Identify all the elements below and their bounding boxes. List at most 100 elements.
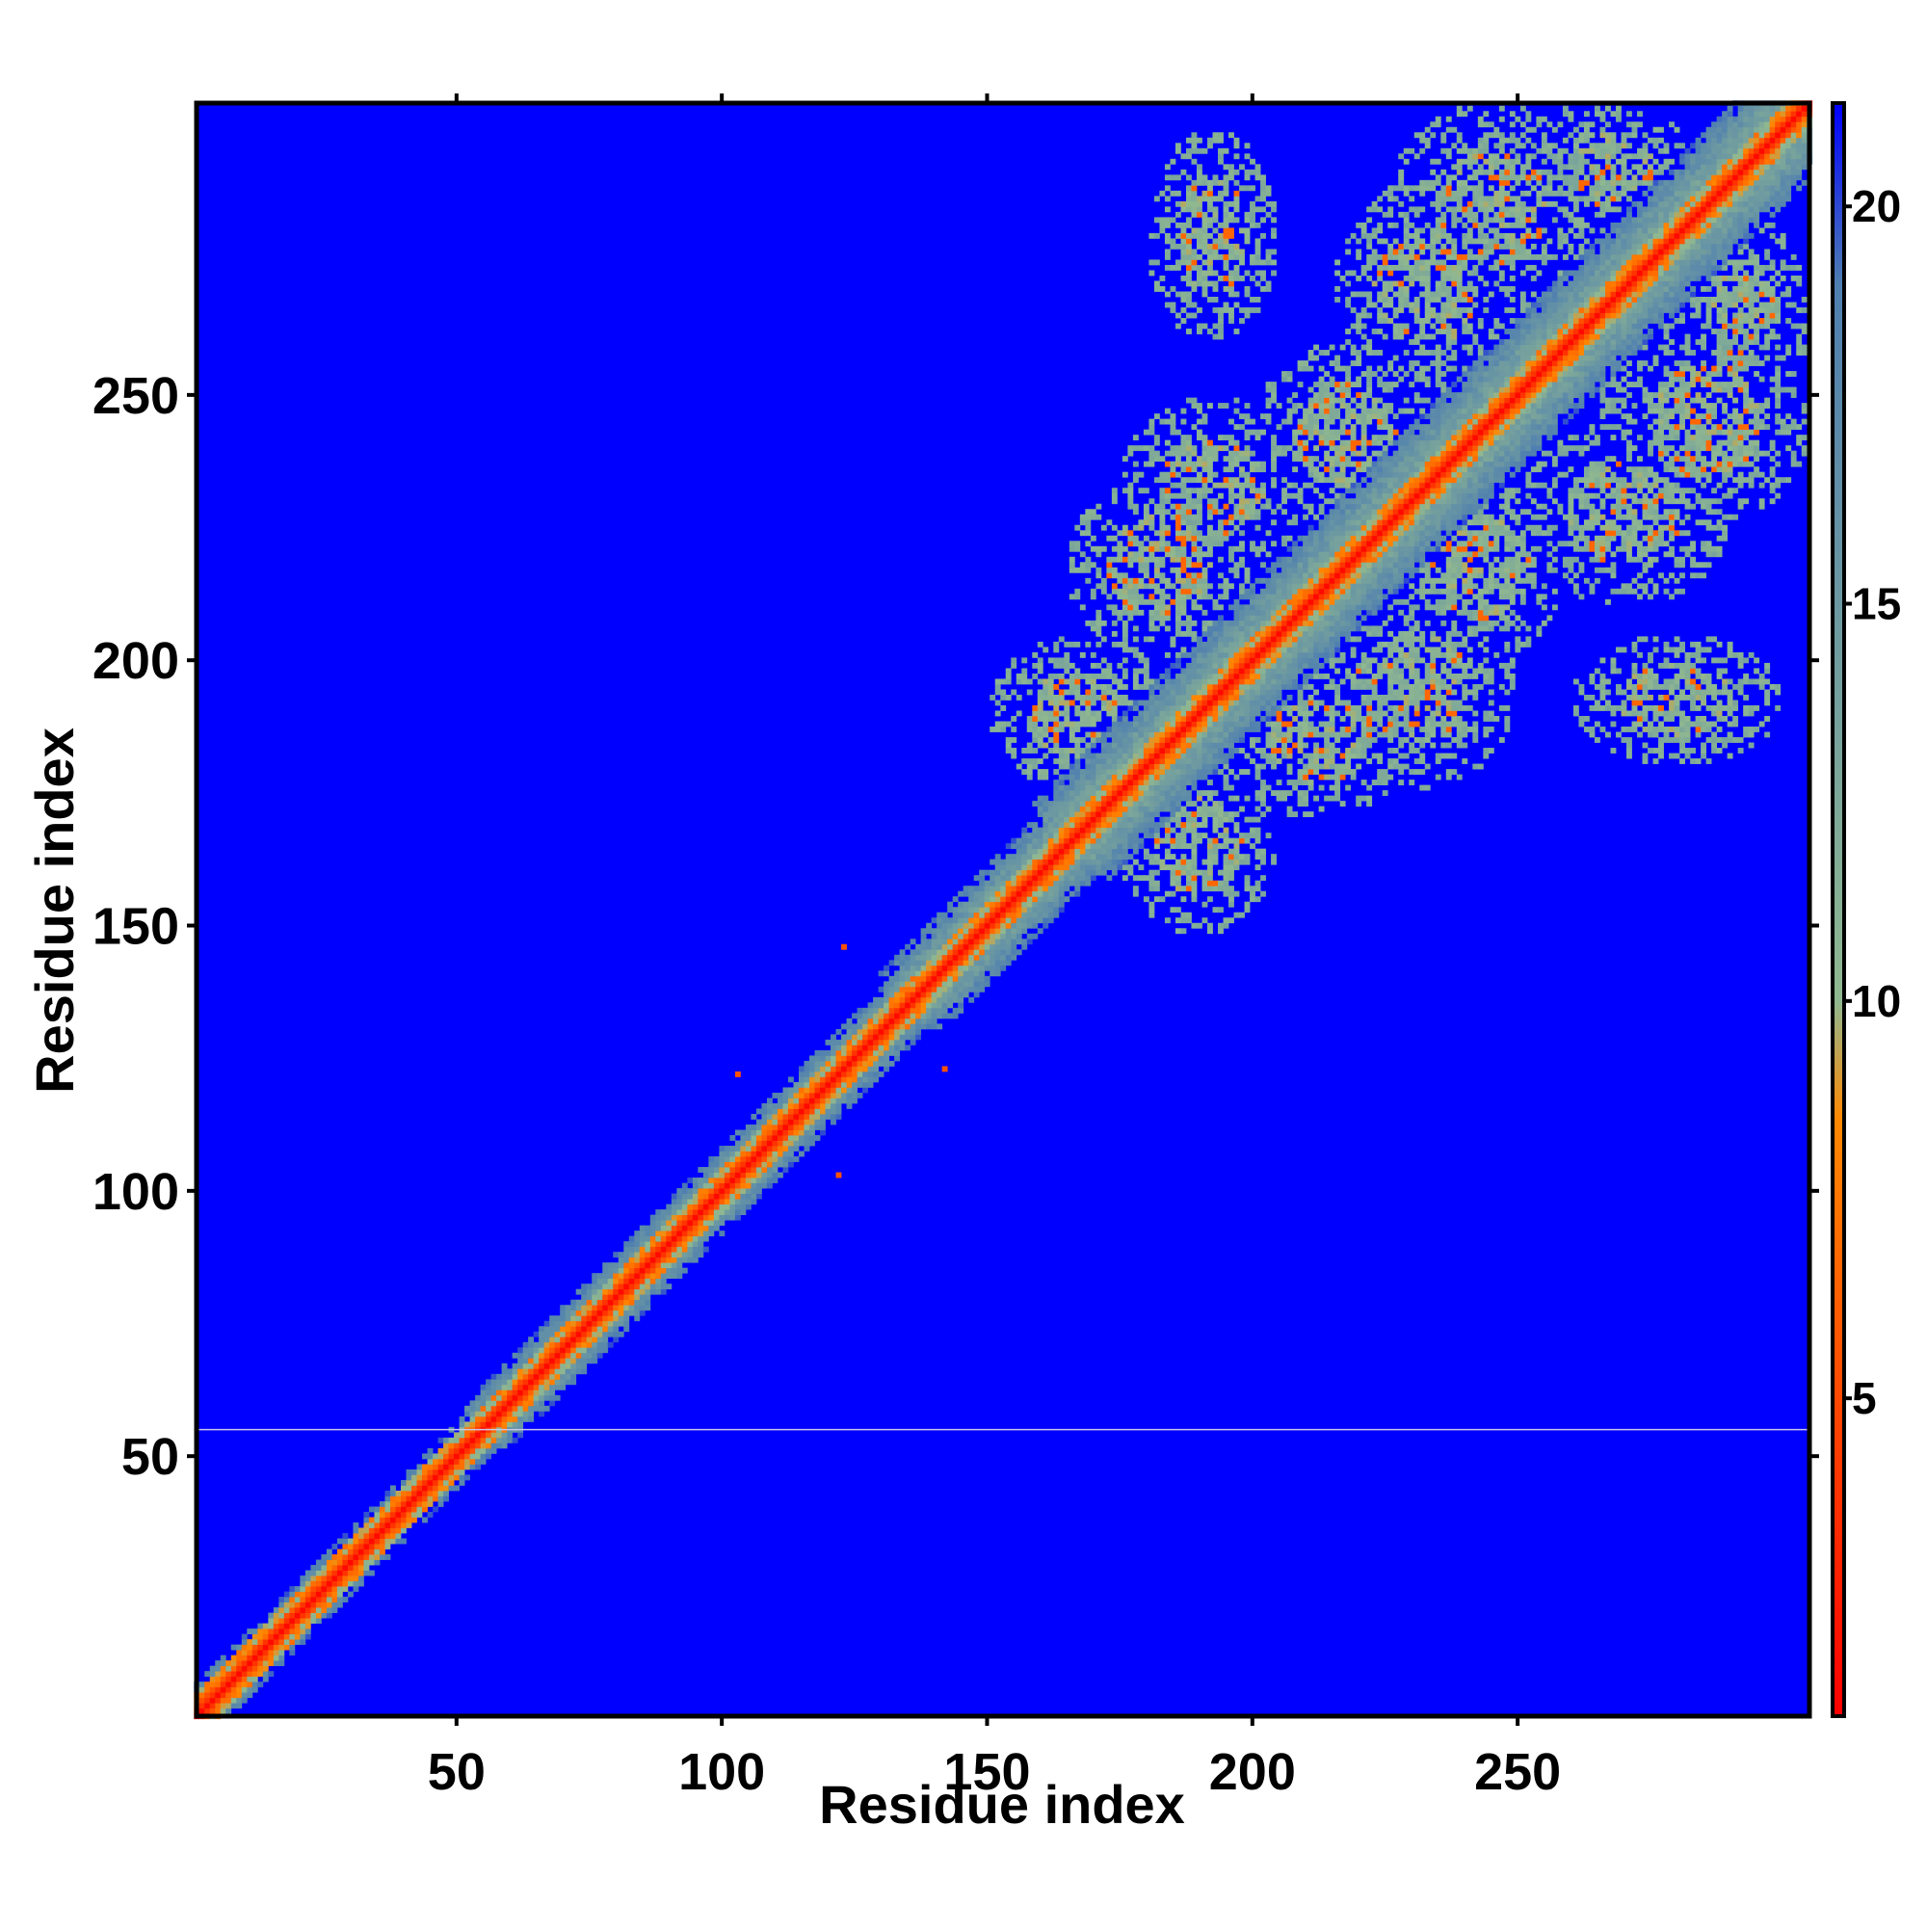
heatmap-cell xyxy=(1106,848,1113,855)
heatmap-cell xyxy=(1201,232,1208,239)
heatmap-cell xyxy=(336,1586,343,1592)
heatmap-cell xyxy=(475,1453,481,1460)
heatmap-cell xyxy=(342,1554,349,1560)
heatmap-cell xyxy=(1233,625,1240,632)
heatmap-cell xyxy=(846,1023,853,1030)
heatmap-cell xyxy=(1138,727,1145,732)
heatmap-cell xyxy=(1106,790,1113,796)
heatmap-cell xyxy=(1218,647,1224,653)
heatmap-cell xyxy=(357,1544,364,1549)
heatmap-cell xyxy=(692,1193,699,1200)
heatmap-cell xyxy=(1212,243,1219,250)
heatmap-cell xyxy=(1228,721,1234,728)
heatmap-cell xyxy=(321,1597,328,1602)
heatmap-cell xyxy=(204,1671,211,1678)
heatmap-cell xyxy=(1201,577,1208,584)
heatmap-cell xyxy=(1191,498,1198,505)
heatmap-cell xyxy=(1074,843,1081,850)
heatmap-cell xyxy=(905,943,911,950)
heatmap-cell xyxy=(1047,822,1054,829)
heatmap-cell xyxy=(947,917,954,924)
heatmap-cell xyxy=(1185,694,1192,701)
heatmap-cell xyxy=(692,1235,699,1242)
heatmap-cell xyxy=(1064,641,1070,648)
heatmap-cell xyxy=(1095,822,1102,829)
heatmap-cell xyxy=(1164,673,1171,679)
heatmap-cell xyxy=(755,1167,762,1173)
heatmap-cell xyxy=(1180,647,1187,653)
heatmap-cell xyxy=(937,981,943,988)
heatmap-cell xyxy=(289,1612,296,1619)
heatmap-cell xyxy=(1201,774,1208,781)
heatmap-cell xyxy=(1138,519,1145,526)
heatmap-cell xyxy=(947,975,954,982)
heatmap-cell xyxy=(1180,598,1187,605)
heatmap-cell xyxy=(1185,153,1192,160)
heatmap-cell xyxy=(1005,694,1012,701)
heatmap-cell xyxy=(1170,418,1176,425)
heatmap-cell xyxy=(1170,700,1176,706)
heatmap-cell xyxy=(1148,912,1155,918)
heatmap-cell xyxy=(1196,678,1202,685)
heatmap-cell xyxy=(241,1633,248,1640)
heatmap-cell xyxy=(1111,630,1118,637)
heatmap-cell xyxy=(1143,683,1149,690)
heatmap-cell xyxy=(1037,700,1043,706)
heatmap-cell xyxy=(766,1125,773,1130)
heatmap-cell xyxy=(1180,710,1187,717)
heatmap-cell xyxy=(501,1405,508,1412)
heatmap-cell xyxy=(1207,530,1213,537)
heatmap-cell xyxy=(1047,683,1054,690)
heatmap-cell xyxy=(1175,551,1181,558)
heatmap-cell xyxy=(480,1416,487,1422)
heatmap-cell xyxy=(401,1490,407,1496)
heatmap-cell xyxy=(257,1660,264,1667)
heatmap-cell xyxy=(1170,545,1176,552)
heatmap-cell xyxy=(1138,731,1145,738)
heatmap-cell xyxy=(1244,907,1251,913)
heatmap-cell xyxy=(973,943,980,950)
heatmap-cell xyxy=(517,1405,524,1412)
heatmap-cell xyxy=(374,1559,381,1566)
heatmap-cell xyxy=(645,1231,651,1237)
heatmap-cell xyxy=(607,1305,614,1311)
heatmap-cell xyxy=(1207,545,1213,552)
heatmap-cell xyxy=(1090,869,1096,876)
heatmap-cell xyxy=(1095,780,1102,785)
heatmap-cell xyxy=(268,1660,275,1667)
heatmap-cell xyxy=(1064,822,1070,829)
heatmap-cell xyxy=(1180,477,1187,484)
heatmap-cell xyxy=(1095,683,1102,690)
heatmap-cell xyxy=(1244,174,1251,181)
heatmap-cell xyxy=(1175,588,1181,595)
heatmap-cell xyxy=(761,1119,768,1125)
heatmap-cell xyxy=(1122,748,1128,754)
heatmap-cell xyxy=(799,1140,805,1147)
heatmap-cell xyxy=(910,954,916,961)
heatmap-cell xyxy=(1138,827,1145,834)
heatmap-cell xyxy=(1196,833,1202,839)
heatmap-cell xyxy=(1228,270,1234,277)
heatmap-cell xyxy=(1064,859,1070,865)
heatmap-cell xyxy=(1201,700,1208,706)
heatmap-cell xyxy=(1153,683,1160,690)
heatmap-cell xyxy=(486,1400,491,1407)
heatmap-cell xyxy=(809,1076,815,1083)
heatmap-cell xyxy=(1090,774,1096,781)
heatmap-cell xyxy=(1047,801,1054,807)
heatmap-cell xyxy=(1196,753,1202,759)
heatmap-cell xyxy=(755,1108,762,1115)
heatmap-cell xyxy=(990,859,996,865)
heatmap-cell xyxy=(1143,700,1149,706)
heatmap-cell xyxy=(884,1066,889,1072)
heatmap-cell xyxy=(698,1241,704,1248)
heatmap-cell xyxy=(1218,769,1224,775)
heatmap-cell xyxy=(979,939,986,945)
heatmap-cell xyxy=(1095,769,1102,775)
heatmap-cell xyxy=(702,1225,709,1231)
heatmap-cell xyxy=(1228,482,1234,489)
heatmap-cell xyxy=(926,949,933,956)
heatmap-cell xyxy=(1159,530,1166,537)
heatmap-cell xyxy=(1148,424,1155,431)
heatmap-cell xyxy=(1117,742,1123,749)
